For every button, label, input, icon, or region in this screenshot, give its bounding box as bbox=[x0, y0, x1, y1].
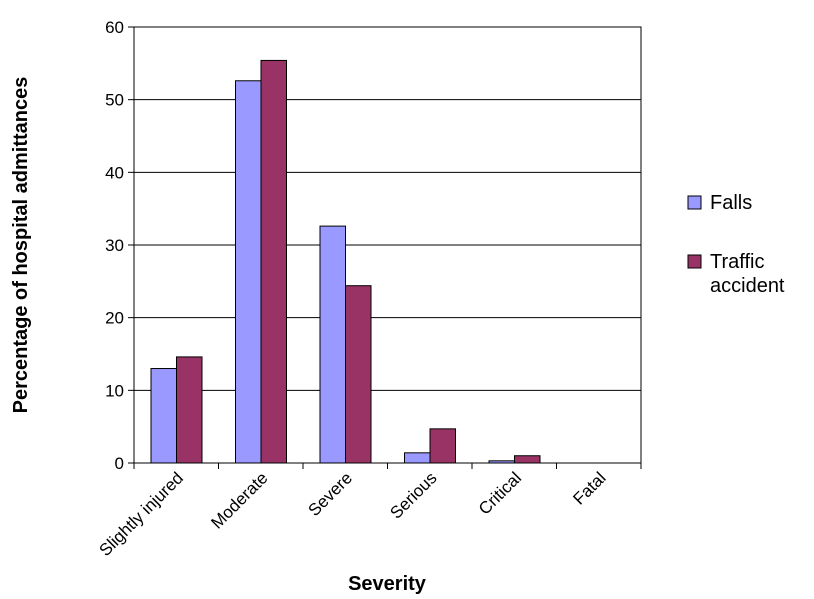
axes bbox=[128, 26, 642, 469]
bar-traffic-accident bbox=[176, 356, 203, 464]
y-tick-label: 60 bbox=[105, 18, 124, 37]
bar-traffic-accident bbox=[345, 285, 372, 464]
y-tick-label: 50 bbox=[105, 91, 124, 110]
x-tick-label: Severe bbox=[305, 468, 357, 520]
legend-label: Traffic bbox=[710, 251, 764, 273]
gridlines bbox=[134, 26, 641, 391]
x-tick-label: Fatal bbox=[569, 468, 609, 508]
legend-swatch-falls bbox=[687, 195, 702, 210]
y-tick-label: 0 bbox=[115, 454, 124, 473]
bar-falls bbox=[150, 368, 177, 464]
bar-falls bbox=[319, 225, 346, 464]
legend-label: Falls bbox=[710, 192, 752, 214]
bar-falls bbox=[404, 452, 431, 464]
bar-traffic-accident bbox=[514, 455, 541, 464]
x-tick-label: Critical bbox=[475, 468, 525, 518]
y-tick-label: 10 bbox=[105, 381, 124, 400]
bar-traffic-accident bbox=[429, 428, 456, 464]
x-axis-title: Severity bbox=[348, 573, 427, 595]
x-tick-label: Slightly injured bbox=[95, 468, 187, 560]
bar-traffic-accident bbox=[260, 59, 287, 464]
y-axis-title: Percentage of hospital admittances bbox=[10, 77, 32, 414]
bars bbox=[150, 59, 541, 464]
x-tick-label: Serious bbox=[386, 468, 440, 522]
x-tick-label: Moderate bbox=[207, 468, 271, 532]
y-tick-label: 40 bbox=[105, 163, 124, 182]
bar-falls bbox=[235, 80, 262, 464]
y-tick-label: 30 bbox=[105, 236, 124, 255]
y-tick-label: 20 bbox=[105, 309, 124, 328]
legend-label: accident bbox=[710, 275, 785, 297]
legend-swatch-traffic-accident bbox=[687, 254, 702, 269]
